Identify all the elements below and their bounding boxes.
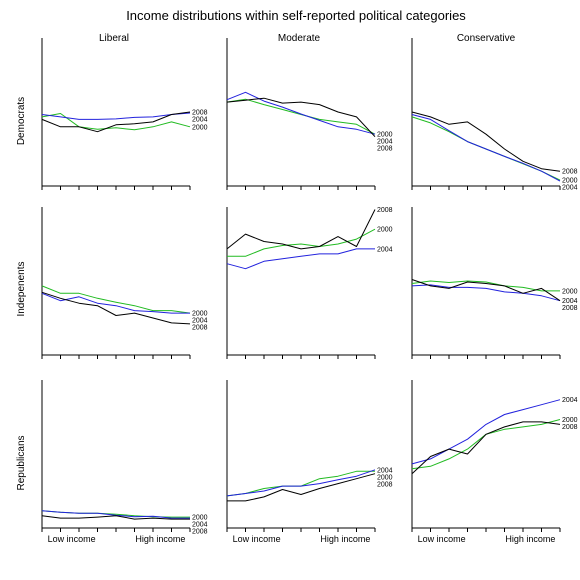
series-end-label-2000: 2000 — [377, 132, 393, 139]
series-line-2004 — [411, 399, 561, 465]
series-line-2008 — [41, 111, 191, 133]
series-line-2008 — [226, 97, 376, 138]
series-end-label-2000: 2000 — [562, 178, 578, 185]
x-tick-label-high: High income — [505, 534, 555, 544]
series-end-label-2004: 2004 — [192, 117, 208, 124]
panel-axes — [411, 38, 560, 187]
series-end-label-2008: 2008 — [377, 207, 393, 214]
series-line-2008 — [411, 111, 561, 172]
series-end-label-2008: 2008 — [192, 529, 208, 536]
x-tick-label-high: High income — [320, 534, 370, 544]
series-end-label-2000: 2000 — [562, 288, 578, 295]
series-end-label-2000: 2000 — [192, 515, 208, 522]
chart-title: Income distributions within self-reporte… — [126, 8, 466, 23]
series-end-label-2008: 2008 — [562, 169, 578, 176]
panel-axes — [226, 380, 375, 529]
x-tick-label-low: Low income — [233, 534, 281, 544]
series-end-label-2000: 2000 — [377, 474, 393, 481]
series-end-label-2004: 2004 — [377, 246, 393, 253]
series-end-label-2004: 2004 — [562, 185, 578, 192]
series-line-2004 — [411, 114, 561, 182]
panel-axes — [411, 380, 560, 529]
panel-axes — [41, 207, 190, 356]
series-line-2000 — [226, 470, 375, 497]
row-label-independents: Indepenents — [16, 261, 27, 316]
series-end-label-2008: 2008 — [377, 146, 393, 153]
column-label-moderate: Moderate — [278, 33, 321, 44]
row-label-republicans: Republicans — [16, 435, 27, 490]
x-tick-label-low: Low income — [418, 534, 466, 544]
series-end-label-2008: 2008 — [562, 305, 578, 312]
series-end-label-2008: 2008 — [562, 424, 578, 431]
row-label-democrats: Democrats — [16, 97, 27, 145]
series-line-2008 — [411, 279, 561, 302]
panel-axes — [41, 38, 190, 187]
series-line-2008 — [227, 473, 376, 502]
series-line-2000 — [227, 228, 376, 257]
series-line-2004 — [226, 248, 375, 270]
panel-axes — [226, 38, 375, 187]
series-end-label-2008: 2008 — [377, 481, 393, 488]
series-line-2004 — [41, 292, 190, 314]
series-end-label-2004: 2004 — [377, 139, 393, 146]
column-label-liberal: Liberal — [99, 33, 129, 44]
panel-axes — [226, 207, 375, 356]
series-end-label-2004: 2004 — [377, 467, 393, 474]
series-line-2008 — [41, 515, 190, 520]
x-tick-label-low: Low income — [48, 534, 96, 544]
series-line-2004 — [41, 510, 190, 519]
series-line-2008 — [41, 291, 191, 325]
series-end-label-2004: 2004 — [562, 298, 578, 305]
series-line-2000 — [411, 419, 561, 470]
series-end-label-2008: 2008 — [192, 110, 208, 117]
series-line-2008 — [411, 421, 561, 475]
series-line-2000 — [41, 285, 191, 314]
panel-indepenents-moderate: 2008 2000 2004 — [226, 207, 393, 359]
series-end-label-2000: 2000 — [377, 227, 393, 234]
series-line-2004 — [226, 469, 376, 497]
series-line-2004 — [41, 112, 191, 120]
column-label-conservative: Conservative — [457, 33, 516, 44]
series-end-label-2000: 2000 — [562, 417, 578, 424]
series-line-2004 — [411, 284, 561, 302]
panel-grid: 2008200420002000200420082008200020042000… — [41, 38, 578, 544]
series-line-2004 — [226, 91, 376, 135]
panel-axes — [41, 380, 190, 529]
series-line-2008 — [226, 209, 376, 250]
series-end-label-2004: 2004 — [192, 318, 208, 325]
x-tick-label-high: High income — [135, 534, 185, 544]
series-end-label-2004: 2004 — [192, 522, 208, 529]
series-end-label-2008: 2008 — [192, 325, 208, 332]
series-end-label-2000: 2000 — [192, 124, 208, 131]
series-end-label-2004: 2004 — [562, 397, 578, 404]
series-end-label-2000: 2000 — [192, 311, 208, 318]
